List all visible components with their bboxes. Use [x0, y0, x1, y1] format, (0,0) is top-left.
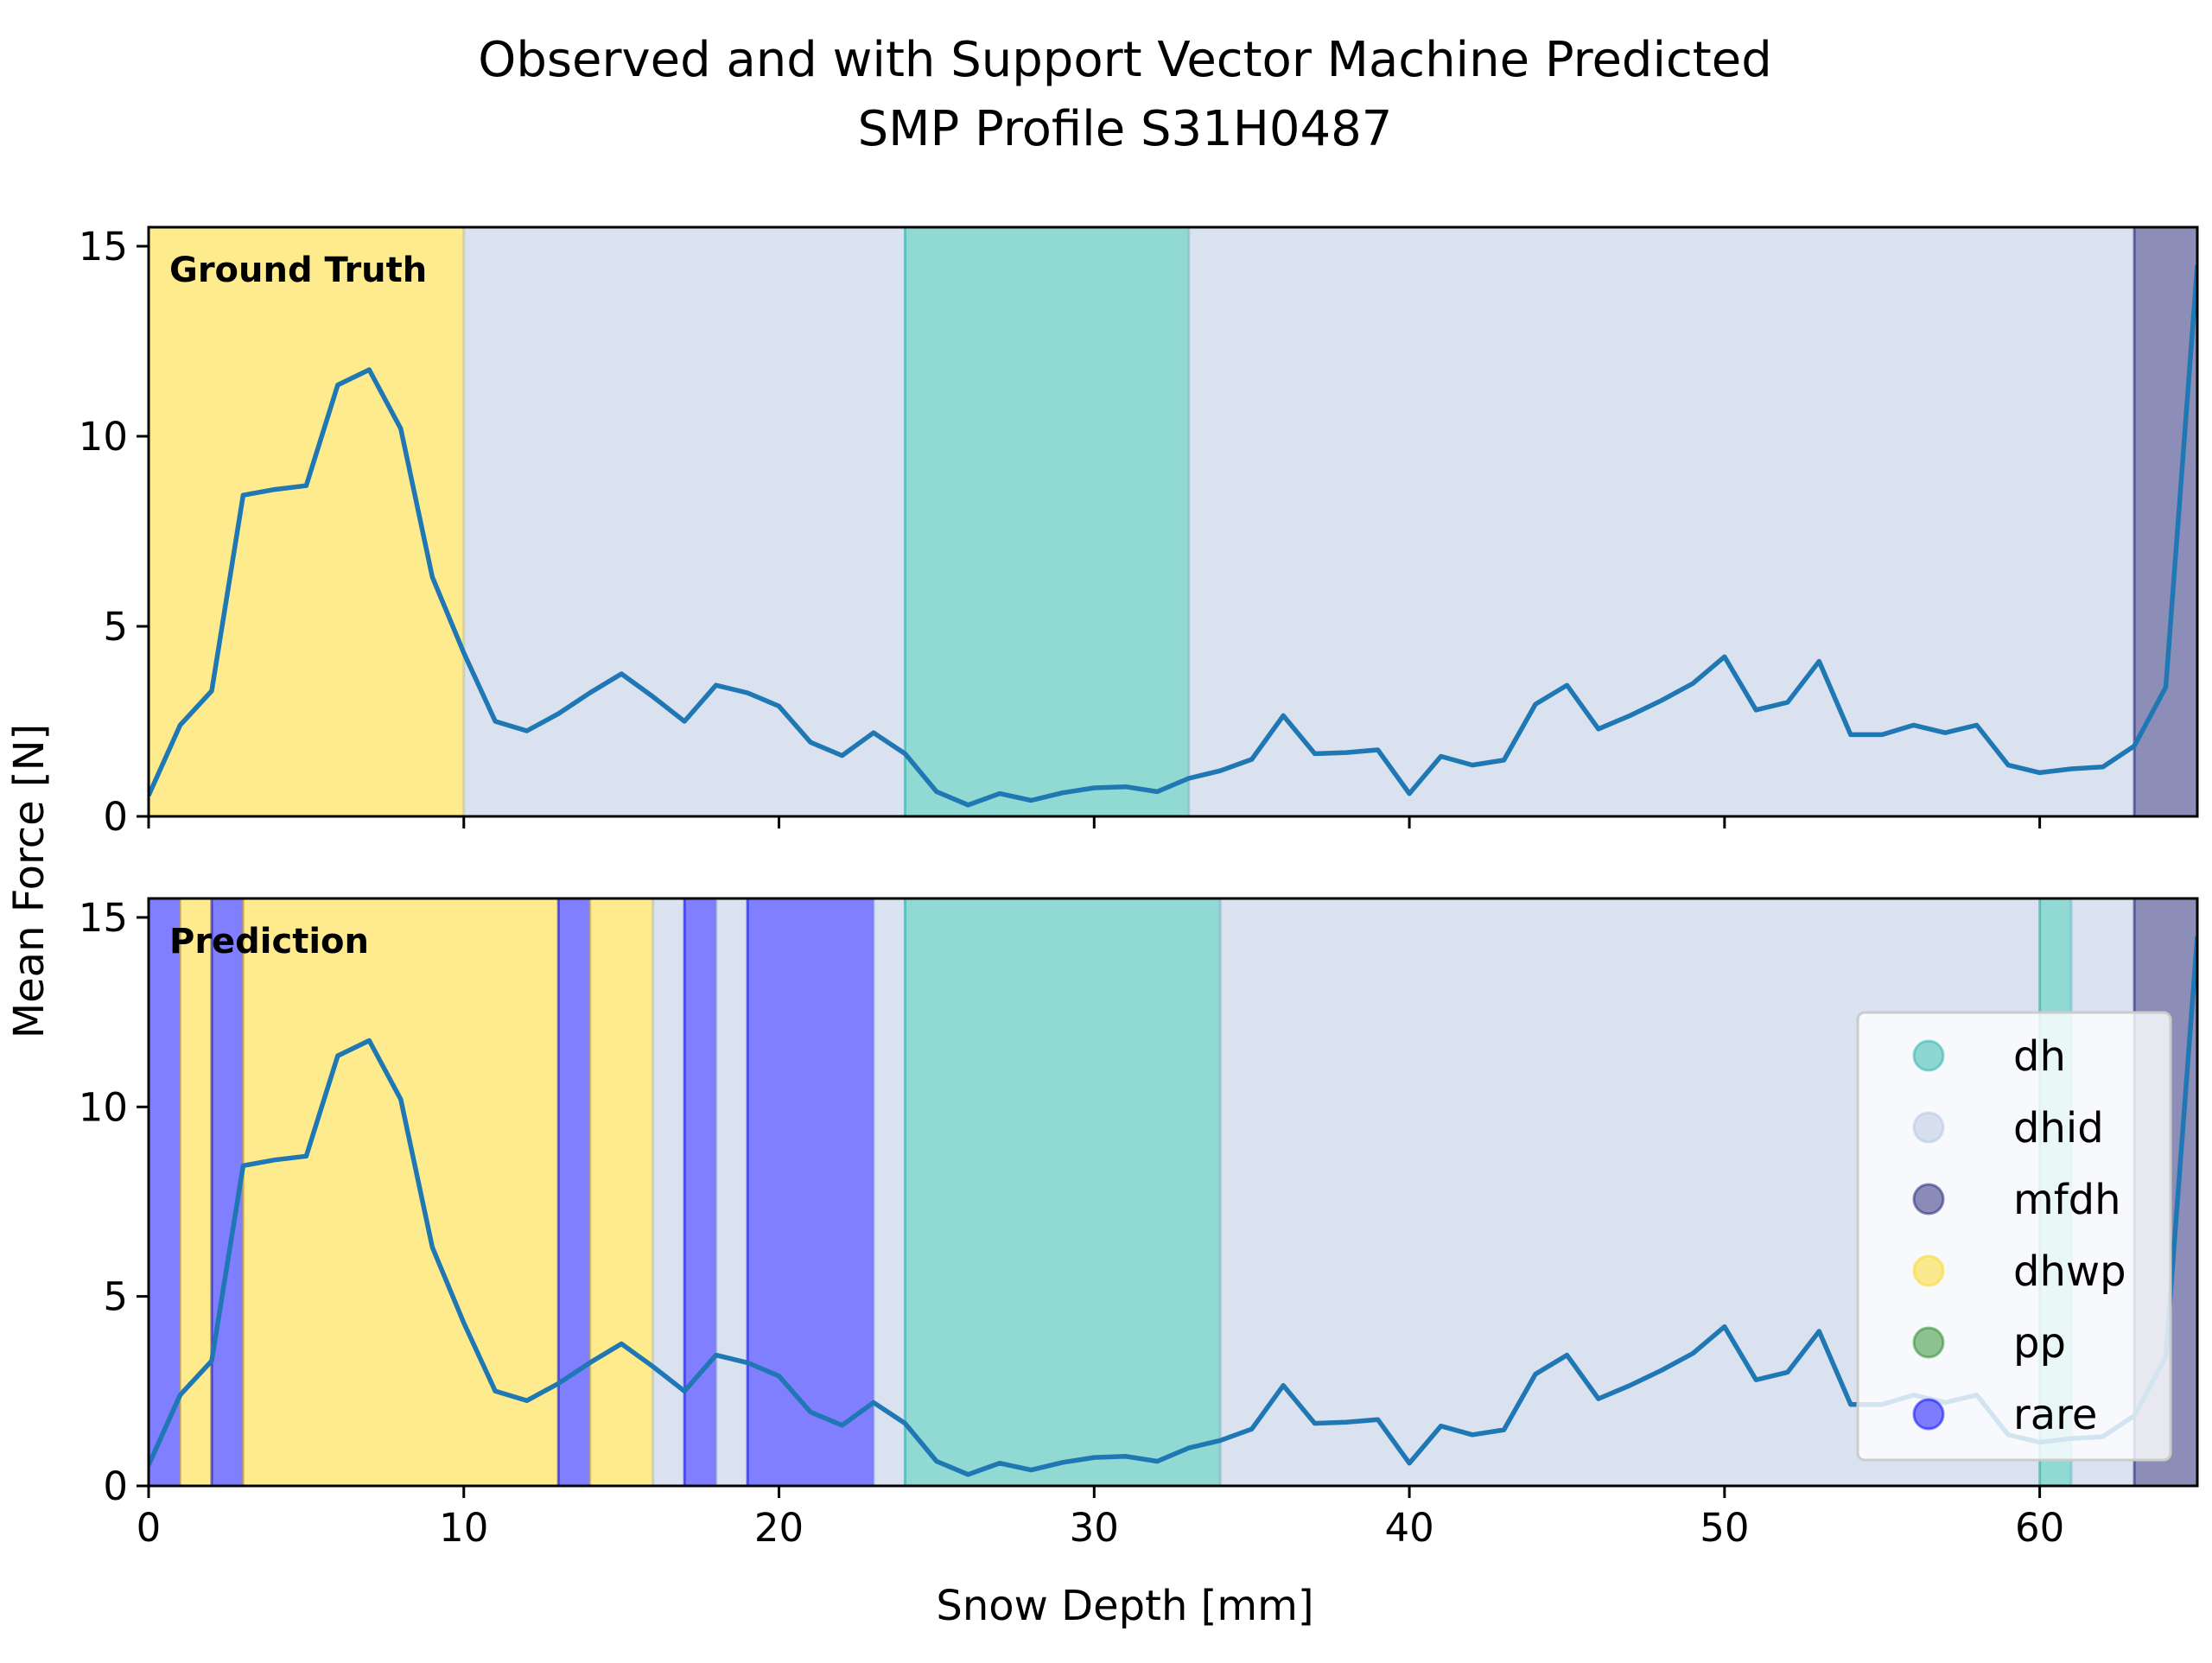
segment-dhwp [149, 227, 466, 816]
legend: dh dhid mfdh dhwp pp rare [1856, 1011, 2172, 1462]
legend-label-dhid: dhid [2013, 1104, 2104, 1152]
segment-dh [903, 227, 1191, 816]
legend-marker-dhwp [1912, 1254, 1945, 1287]
segment-dhid [1187, 227, 2136, 816]
segment-dhid [652, 898, 686, 1486]
x-axis-label: Snow Depth [mm] [936, 1582, 1313, 1630]
chart-title: Observed and with Support Vector Machine… [478, 32, 1772, 157]
axes-frame [147, 897, 2199, 1488]
legend-marker-pp [1912, 1326, 1945, 1359]
axes-frame [147, 225, 2199, 818]
x-tick-label: 60 [2015, 1505, 2064, 1551]
panels: 0 5 10 15 Ground Truth 0 5 10 15 0 10 20 30 40 50 60 Pre… [79, 224, 2199, 1551]
legend-label-rare: rare [2013, 1391, 2097, 1439]
y-tick-label: 5 [103, 1274, 128, 1320]
legend-marker-dhid [1912, 1111, 1945, 1144]
x-tick-label: 40 [1384, 1505, 1433, 1551]
y-tick-label: 0 [103, 794, 128, 840]
legend-label-mfdh: mfdh [2013, 1176, 2121, 1224]
segment-dhwp [178, 898, 213, 1486]
y-tick-label: 5 [103, 604, 128, 650]
legend-label-dhwp: dhwp [2013, 1247, 2126, 1296]
x-tick-label: 10 [439, 1505, 488, 1551]
segment-rare [556, 898, 592, 1486]
y-axis-label: Mean Force [N] [5, 724, 54, 1039]
x-tick-label: 50 [1700, 1505, 1749, 1551]
y-tick-label: 10 [79, 1084, 128, 1130]
segment-dh [903, 898, 1222, 1486]
x-tick-label: 0 [137, 1505, 162, 1551]
segment-dhwp [241, 898, 560, 1486]
segment-dhid [715, 898, 749, 1486]
panel-label: Prediction [169, 922, 369, 962]
x-tick-label: 30 [1070, 1505, 1119, 1551]
segment-rare [683, 898, 718, 1486]
x-tick-label: 20 [754, 1505, 804, 1551]
legend-marker-mfdh [1912, 1183, 1945, 1216]
legend-label-pp: pp [2013, 1319, 2066, 1368]
segment-dhid [872, 898, 906, 1486]
y-tick-label: 15 [79, 224, 128, 270]
y-tick-label: 0 [103, 1463, 128, 1509]
y-tick-label: 10 [79, 414, 128, 460]
legend-label-dh: dh [2013, 1032, 2066, 1081]
legend-marker-rare [1912, 1398, 1945, 1431]
panel-ground-truth: 0 5 10 15 Ground Truth [79, 224, 2199, 840]
legend-marker-dh [1912, 1039, 1945, 1072]
chart-title-line-2: SMP Profile S31H0487 [858, 101, 1393, 157]
mean-force-line [149, 936, 2197, 1477]
segment-rare [746, 898, 875, 1486]
segment-mfdh [2133, 227, 2197, 816]
segment-rare [149, 898, 181, 1486]
y-tick-label: 15 [79, 895, 128, 941]
segment-dhwp [588, 898, 655, 1486]
chart-title-line-1: Observed and with Support Vector Machine… [478, 32, 1772, 88]
mean-force-line [149, 264, 2197, 808]
panel-label: Ground Truth [169, 251, 427, 290]
